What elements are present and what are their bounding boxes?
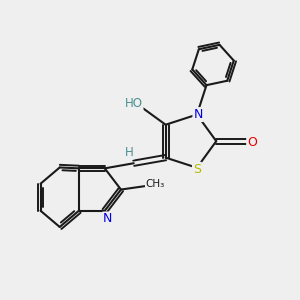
Text: O: O xyxy=(247,136,257,149)
Text: S: S xyxy=(193,163,201,176)
Text: H: H xyxy=(125,146,134,158)
Text: CH₃: CH₃ xyxy=(146,179,165,189)
Text: N: N xyxy=(103,212,112,226)
Text: HO: HO xyxy=(124,98,142,110)
Text: N: N xyxy=(194,108,203,121)
